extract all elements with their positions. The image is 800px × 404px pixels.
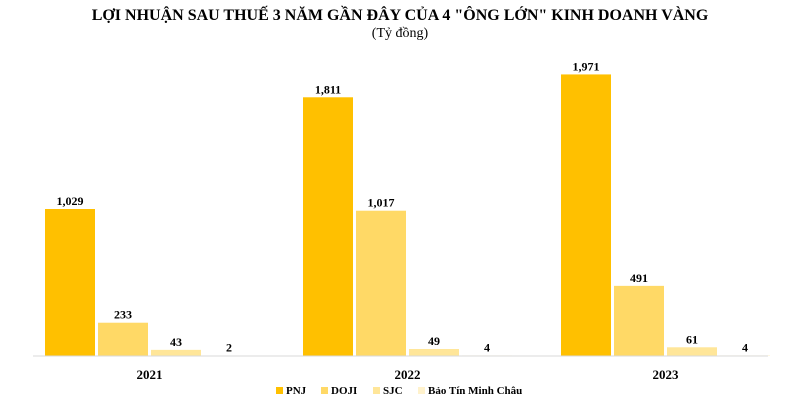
chart-title: LỢI NHUẬN SAU THUẾ 3 NĂM GẦN ĐÂY CỦA 4 "… (92, 5, 709, 24)
data-label: 43 (170, 335, 182, 349)
x-axis-ticks: 2021 2022 2023 (137, 367, 680, 382)
chart-subtitle: (Tỷ đồng) (372, 26, 429, 41)
plot-area: 1,029 233 43 2 1,811 1,017 49 4 1,971 491 61 4 (45, 59, 770, 357)
bar (409, 349, 459, 356)
data-label: 4 (484, 340, 490, 354)
data-label: 1,811 (315, 82, 341, 96)
data-label: 1,971 (573, 59, 600, 73)
bar (561, 74, 611, 356)
legend-swatch (276, 387, 283, 394)
bar (667, 347, 717, 356)
bar (98, 322, 148, 356)
legend-label: Bảo Tín Minh Châu (428, 385, 522, 397)
legend-label: SJC (383, 385, 403, 397)
data-label: 1,017 (368, 196, 395, 210)
legend-label: PNJ (286, 385, 307, 397)
legend-label: DOJI (331, 385, 357, 397)
x-tick-label: 2023 (653, 367, 680, 382)
data-label: 61 (686, 332, 698, 346)
x-tick-label: 2022 (395, 367, 421, 382)
data-label: 233 (114, 308, 132, 322)
bar (45, 209, 95, 356)
legend-swatch (321, 387, 328, 394)
bar (303, 97, 353, 357)
data-label: 49 (428, 334, 440, 348)
data-label: 2 (226, 341, 232, 355)
data-label: 491 (630, 271, 648, 285)
data-label: 4 (742, 340, 748, 354)
legend-swatch (373, 387, 380, 394)
x-tick-label: 2021 (137, 367, 163, 382)
bar (151, 349, 201, 356)
data-label: 1,029 (57, 194, 84, 208)
bar (614, 285, 664, 356)
legend: PNJ DOJI SJC Bảo Tín Minh Châu (276, 385, 522, 397)
legend-swatch (418, 387, 425, 394)
bar (356, 210, 406, 356)
